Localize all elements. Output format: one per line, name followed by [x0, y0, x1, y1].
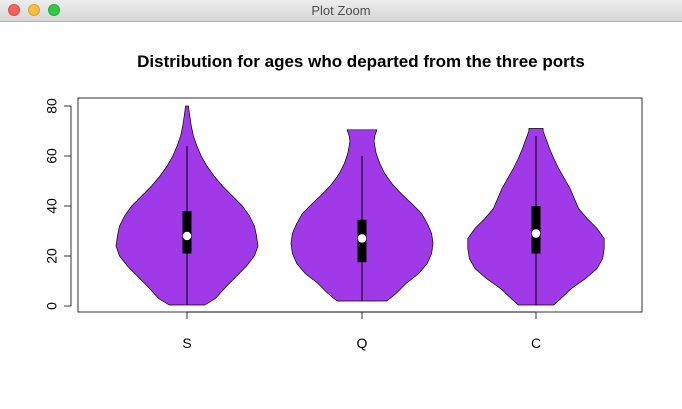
y-tick-label: 60: [44, 148, 60, 164]
y-tick-label: 20: [44, 248, 60, 264]
window-title: Plot Zoom: [311, 3, 371, 18]
y-tick-label: 0: [44, 302, 60, 310]
x-tick-label: Q: [357, 335, 368, 351]
x-tick-label: C: [531, 335, 541, 351]
zoom-window-button[interactable]: [48, 4, 60, 16]
y-tick-label: 80: [44, 98, 60, 114]
y-tick-label: 40: [44, 198, 60, 214]
violin-median-point: [182, 231, 192, 241]
window-titlebar[interactable]: Plot Zoom: [0, 0, 682, 22]
x-tick-label: S: [182, 335, 191, 351]
chart-title: Distribution for ages who departed from …: [137, 52, 585, 71]
close-window-button[interactable]: [8, 4, 20, 16]
violin-median-point: [357, 234, 367, 243]
minimize-window-button[interactable]: [28, 4, 40, 16]
violin-plot: Distribution for ages who departed from …: [44, 52, 643, 351]
violin-median-point: [531, 229, 541, 238]
